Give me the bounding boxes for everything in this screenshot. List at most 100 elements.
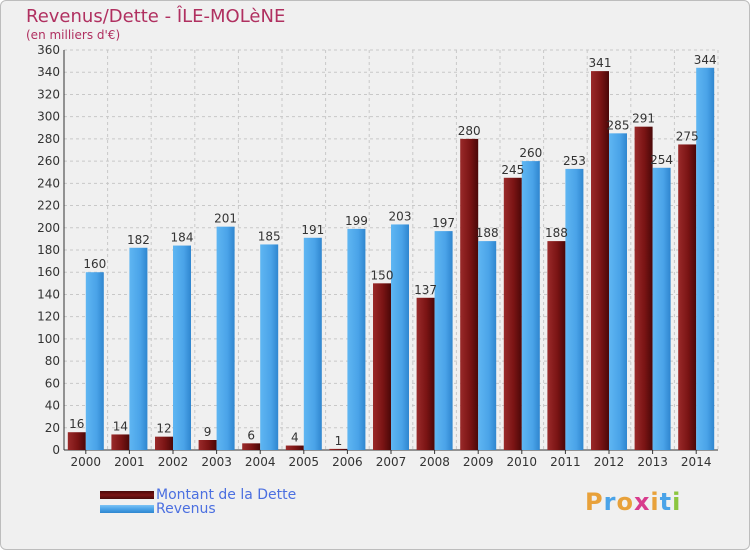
chart-subtitle: (en milliers d'€) (26, 28, 121, 42)
y-tick-label: 160 (37, 265, 60, 279)
x-tick-label: 2012 (594, 455, 625, 469)
value-label: 201 (214, 212, 237, 226)
value-label: 16 (69, 417, 84, 431)
y-tick-label: 340 (37, 65, 60, 79)
value-label: 185 (258, 229, 281, 243)
bar-dette (547, 241, 566, 450)
legend-label-dette: Montant de la Dette (156, 487, 297, 503)
value-label: 197 (432, 216, 455, 230)
value-label: 137 (414, 283, 437, 297)
x-tick-label: 2000 (71, 455, 102, 469)
value-label: 285 (607, 118, 630, 132)
value-label: 199 (345, 214, 368, 228)
value-label: 6 (247, 428, 255, 442)
bar-revenus (260, 244, 279, 450)
y-tick-label: 240 (37, 176, 60, 190)
x-tick-label: 2006 (332, 455, 363, 469)
legend-swatch-revenus (100, 505, 154, 513)
y-tick-label: 20 (45, 421, 60, 435)
proxiti-logo: Proxiti (585, 488, 682, 516)
value-label: 184 (171, 231, 194, 245)
x-tick-label: 2007 (376, 455, 407, 469)
value-label: 4 (291, 431, 299, 445)
value-label: 188 (545, 226, 568, 240)
value-label: 150 (371, 268, 394, 282)
bar-dette (242, 443, 261, 450)
value-label: 245 (501, 163, 524, 177)
bar-dette (416, 297, 435, 450)
value-label: 191 (301, 223, 324, 237)
bar-revenus (652, 167, 671, 450)
bar-revenus (173, 245, 191, 450)
value-label: 253 (563, 154, 586, 168)
x-tick-label: 2003 (201, 455, 232, 469)
value-label: 275 (676, 129, 699, 143)
bar-revenus (565, 168, 584, 450)
bar-revenus (696, 67, 715, 451)
axes: 0 20 40 60 80 100 120 140 160 180 200 220 240 260 280 3… (37, 43, 718, 469)
bar-revenus (434, 231, 453, 450)
value-label: 260 (519, 146, 542, 160)
bar-dette (329, 448, 348, 450)
legend-swatch-dette (100, 491, 154, 499)
x-tick-label: 2002 (158, 455, 189, 469)
x-tick-label: 2009 (463, 455, 494, 469)
value-label: 254 (650, 153, 673, 167)
y-tick-label: 300 (37, 110, 60, 124)
x-tick-label: 2013 (637, 455, 668, 469)
bar-revenus (609, 133, 627, 451)
bar-revenus (129, 247, 148, 450)
y-tick-label: 320 (37, 87, 60, 101)
bar-dette (285, 445, 304, 450)
bar-dette (591, 71, 609, 450)
bar-dette (503, 177, 522, 450)
y-tick-label: 60 (45, 376, 60, 390)
bar-revenus (478, 241, 497, 450)
y-tick-label: 200 (37, 221, 60, 235)
value-label: 12 (156, 422, 171, 436)
bar-revenus (347, 228, 366, 450)
x-tick-label: 2005 (289, 455, 320, 469)
y-tick-label: 180 (37, 243, 60, 257)
y-tick-label: 100 (37, 332, 60, 346)
x-tick-label: 2011 (550, 455, 581, 469)
bar-revenus (391, 224, 409, 450)
value-label: 341 (589, 56, 612, 70)
legend-item-revenus: Revenus (100, 501, 216, 517)
x-tick-label: 2010 (507, 455, 538, 469)
y-tick-label: 220 (37, 199, 60, 213)
bar-dette (111, 434, 130, 450)
bar-dette (634, 126, 653, 451)
y-tick-label: 40 (45, 399, 60, 413)
y-tick-label: 260 (37, 154, 60, 168)
bar-dette (67, 432, 86, 450)
bars (67, 67, 715, 451)
value-label: 291 (632, 112, 655, 126)
value-labels: 16 160 14 182 12 184 9 201 6 185 4 191 1 199 150 203 137… (69, 53, 716, 448)
bar-revenus (216, 226, 235, 450)
value-label: 344 (694, 53, 717, 67)
legend-label-revenus: Revenus (156, 501, 216, 517)
x-tick-label: 2004 (245, 455, 276, 469)
y-tick-label: 360 (37, 43, 60, 57)
y-tick-label: 0 (52, 443, 60, 457)
value-label: 1 (335, 434, 343, 448)
value-label: 182 (127, 233, 150, 247)
bar-revenus (85, 272, 104, 450)
value-label: 280 (458, 124, 481, 138)
x-tick-label: 2008 (419, 455, 450, 469)
bar-dette (373, 283, 391, 450)
bar-dette (155, 436, 173, 450)
legend-item-dette: Montant de la Dette (100, 487, 296, 503)
bar-revenus (521, 161, 540, 450)
bar-dette (678, 144, 697, 450)
value-label: 203 (389, 209, 412, 223)
chart-title: Revenus/Dette - ÎLE-MOLèNE (26, 6, 286, 27)
x-tick-label: 2001 (114, 455, 145, 469)
value-label: 9 (204, 425, 212, 439)
y-tick-label: 280 (37, 132, 60, 146)
x-tick-label: 2014 (681, 455, 712, 469)
y-tick-label: 140 (37, 287, 60, 301)
value-label: 188 (476, 226, 499, 240)
